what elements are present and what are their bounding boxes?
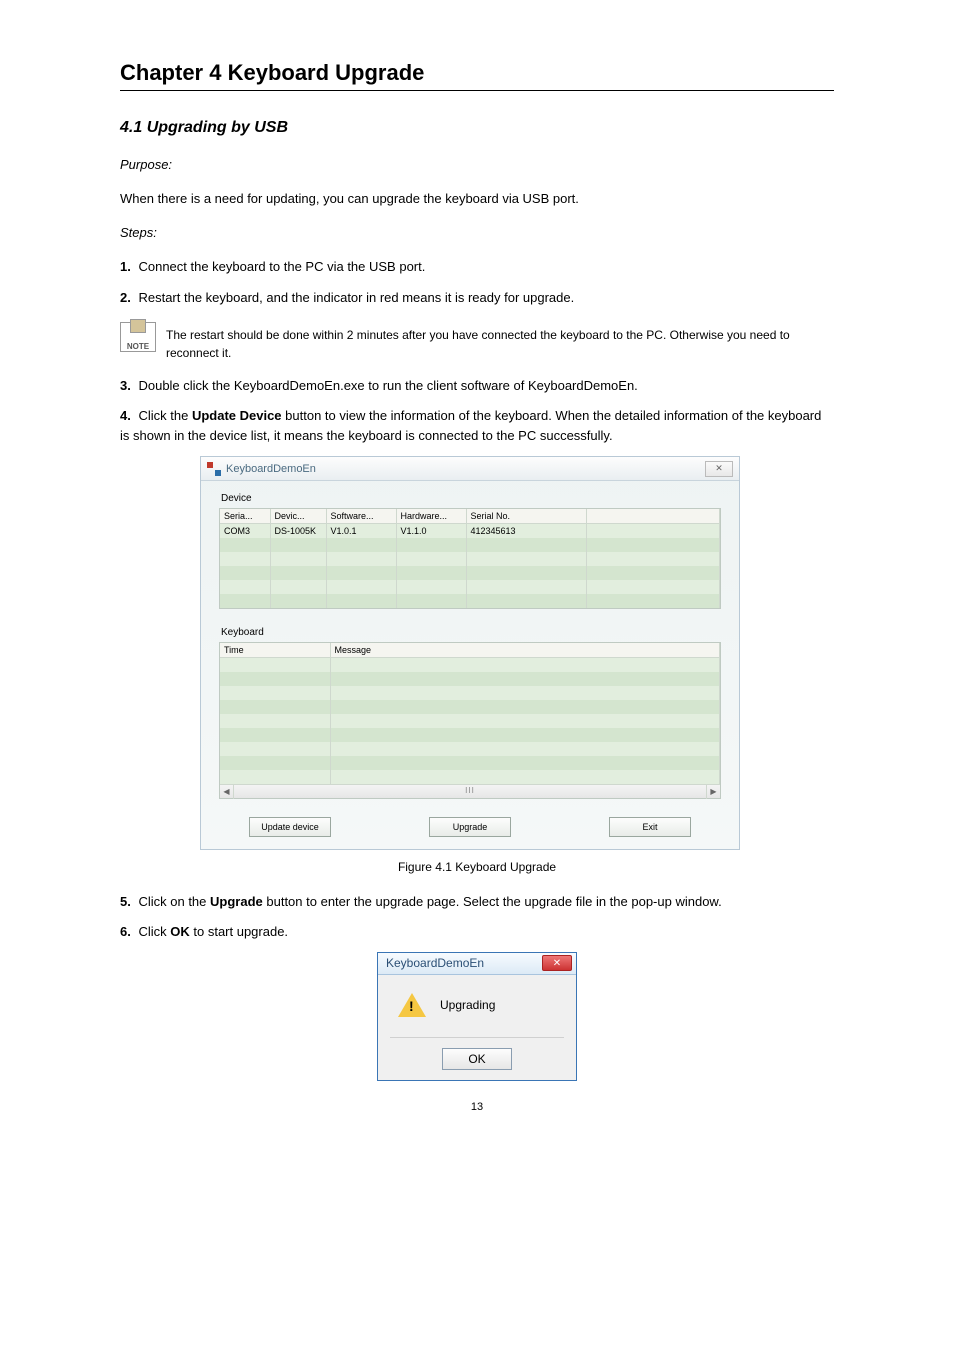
dialog-message-row: Upgrading: [390, 993, 564, 1017]
dialog-title: KeyboardDemoEn: [386, 956, 484, 970]
table-row: [220, 594, 720, 608]
step-button-ref: OK: [170, 924, 190, 939]
col-blank: [586, 509, 720, 524]
step-text: Click: [138, 924, 170, 939]
col-device: Devic...: [270, 509, 326, 524]
step-text: Connect the keyboard to the PC via the U…: [138, 259, 425, 274]
cell: V1.0.1: [326, 524, 396, 539]
col-message: Message: [330, 643, 720, 658]
step-text: button to enter the upgrade page. Select…: [266, 894, 721, 909]
step-text: to start upgrade.: [193, 924, 288, 939]
table-row: [220, 686, 720, 700]
dialog-message: Upgrading: [440, 998, 495, 1012]
step-button-ref: Upgrade: [210, 894, 263, 909]
exit-button[interactable]: Exit: [609, 817, 691, 837]
note-text: The restart should be done within 2 minu…: [166, 322, 834, 362]
table-row: [220, 700, 720, 714]
message-table: Time Message ◀ III ▶: [219, 642, 721, 799]
step-text: Double click the KeyboardDemoEn.exe to r…: [138, 378, 637, 393]
page-number: 13: [120, 1101, 834, 1113]
step-text: Click the: [138, 408, 191, 423]
step-4: 4. Click the Update Device button to vie…: [120, 406, 834, 446]
col-time: Time: [220, 643, 330, 658]
chapter-title: Chapter 4 Keyboard Upgrade: [120, 60, 834, 86]
table-header-row: Seria... Devic... Software... Hardware..…: [220, 509, 720, 524]
titlebar: KeyboardDemoEn ✕: [201, 457, 739, 481]
window-title: KeyboardDemoEn: [226, 463, 316, 475]
step-text: Click on the: [138, 894, 210, 909]
table-row: [220, 566, 720, 580]
cell: COM3: [220, 524, 270, 539]
step-5: 5. Click on the Upgrade button to enter …: [120, 892, 834, 912]
purpose-paragraph: Purpose:: [120, 155, 834, 175]
step-number: 4.: [120, 408, 131, 423]
col-serial: Seria...: [220, 509, 270, 524]
device-section-label: Device: [221, 493, 721, 504]
scroll-right-icon[interactable]: ▶: [706, 785, 720, 799]
table-row: [220, 672, 720, 686]
step-2: 2. Restart the keyboard, and the indicat…: [120, 288, 834, 308]
step-text: Restart the keyboard, and the indicator …: [138, 290, 574, 305]
divider: [120, 90, 834, 91]
dialog-close-button[interactable]: ✕: [542, 955, 572, 971]
figure-caption: Figure 4.1 Keyboard Upgrade: [120, 860, 834, 874]
device-table: Seria... Devic... Software... Hardware..…: [219, 508, 721, 609]
scrollbar-grip-icon[interactable]: III: [465, 786, 475, 795]
dialog-titlebar: KeyboardDemoEn ✕: [378, 953, 576, 975]
step-button-ref: Update Device: [192, 408, 282, 423]
button-row: Update device Upgrade Exit: [219, 817, 721, 837]
cell: [586, 524, 720, 539]
table-row: [220, 538, 720, 552]
horizontal-scrollbar[interactable]: ◀ III ▶: [220, 784, 720, 798]
note-block: NOTE The restart should be done within 2…: [120, 322, 834, 362]
step-number: 2.: [120, 290, 131, 305]
step-number: 5.: [120, 894, 131, 909]
step-6: 6. Click OK to start upgrade.: [120, 922, 834, 942]
step-number: 3.: [120, 378, 131, 393]
warning-icon: [398, 993, 426, 1017]
step-number: 6.: [120, 924, 131, 939]
steps-label: Steps:: [120, 223, 834, 243]
cell: DS-1005K: [270, 524, 326, 539]
table-row: [220, 714, 720, 728]
table-row: [220, 742, 720, 756]
table-row: [220, 658, 720, 672]
cell: 412345613: [466, 524, 586, 539]
table-row: [220, 756, 720, 770]
upgrading-dialog: KeyboardDemoEn ✕ Upgrading OK: [377, 952, 577, 1081]
scroll-left-icon[interactable]: ◀: [220, 785, 234, 799]
app-icon: [207, 462, 221, 476]
step-3: 3. Double click the KeyboardDemoEn.exe t…: [120, 376, 834, 396]
step-1: 1. Connect the keyboard to the PC via th…: [120, 257, 834, 277]
col-serialno: Serial No.: [466, 509, 586, 524]
table-header-row: Time Message: [220, 643, 720, 658]
table-row: [220, 580, 720, 594]
keyboard-section-label: Keyboard: [221, 627, 721, 638]
table-row: [220, 770, 720, 784]
section-title: 4.1 Upgrading by USB: [120, 119, 834, 137]
window-close-button[interactable]: ✕: [705, 461, 733, 477]
dialog-ok-button[interactable]: OK: [442, 1048, 512, 1070]
cell: V1.1.0: [396, 524, 466, 539]
note-icon: NOTE: [120, 322, 156, 352]
update-device-button[interactable]: Update device: [249, 817, 331, 837]
app-window: KeyboardDemoEn ✕ Device Seria... Devic..…: [200, 456, 740, 850]
purpose-text: When there is a need for updating, you c…: [120, 189, 834, 209]
table-row: [220, 552, 720, 566]
col-hardware: Hardware...: [396, 509, 466, 524]
purpose-label: Purpose:: [120, 157, 172, 172]
upgrade-button[interactable]: Upgrade: [429, 817, 511, 837]
table-row[interactable]: COM3 DS-1005K V1.0.1 V1.1.0 412345613: [220, 524, 720, 539]
table-row: [220, 728, 720, 742]
step-number: 1.: [120, 259, 131, 274]
col-software: Software...: [326, 509, 396, 524]
